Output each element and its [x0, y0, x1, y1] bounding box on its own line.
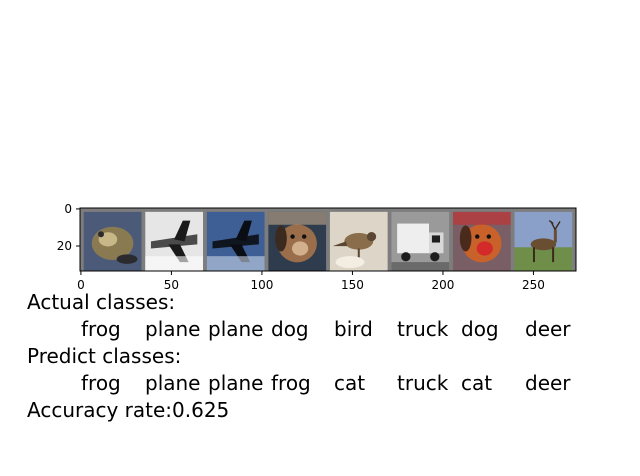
x-tick-label: 50 [164, 278, 179, 292]
x-tick-label: 100 [250, 278, 273, 292]
plane-image [145, 211, 204, 271]
x-tick-label: 200 [431, 278, 454, 292]
predicted-class-label: frog [81, 371, 121, 395]
dog-image [452, 211, 511, 271]
actual-class-label: bird [334, 317, 373, 341]
actual-class-label: plane [145, 317, 201, 341]
actual-class-label: dog [461, 317, 499, 341]
predict-classes-label: Predict classes: [27, 344, 182, 368]
predicted-class-label: plane [208, 371, 264, 395]
bird-image [329, 211, 388, 271]
x-tick-label: 250 [522, 278, 545, 292]
x-tick-label: 0 [77, 278, 85, 292]
predicted-class-label: cat [461, 371, 493, 395]
predicted-class-label: cat [334, 371, 366, 395]
actual-class-label: plane [208, 317, 264, 341]
truck-image [391, 211, 450, 271]
actual-class-label: dog [271, 317, 309, 341]
dog-image [268, 211, 327, 271]
deer-image [514, 211, 573, 271]
frog-image [83, 211, 142, 271]
actual-class-label: deer [525, 317, 571, 341]
images-grid [80, 208, 576, 271]
predicted-class-label: truck [397, 371, 449, 395]
axis-ticks: 0 50 100 150 200 250 0 20 [57, 202, 545, 292]
accuracy-rate: Accuracy rate:0.625 [27, 398, 230, 422]
x-tick-label: 150 [341, 278, 364, 292]
predicted-class-label: deer [525, 371, 571, 395]
predicted-class-label: plane [145, 371, 201, 395]
y-tick-label: 20 [57, 239, 72, 253]
plane-image [206, 211, 265, 271]
actual-class-label: frog [81, 317, 121, 341]
axes-frame [79, 207, 577, 272]
y-tick-label: 0 [64, 202, 72, 216]
actual-class-label: truck [397, 317, 449, 341]
predicted-class-label: frog [271, 371, 311, 395]
actual-classes-label: Actual classes: [27, 290, 176, 314]
